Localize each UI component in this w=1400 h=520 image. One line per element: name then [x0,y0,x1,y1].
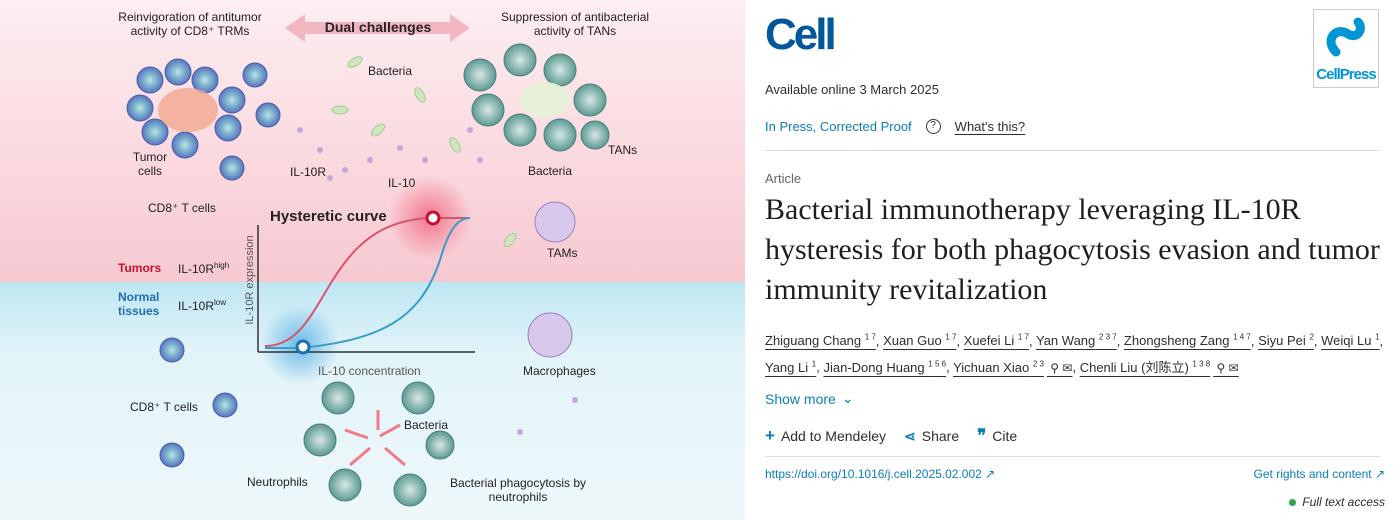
fig-label: TAMs [547,246,578,260]
cellpress-text: CellPress [1316,66,1376,83]
article-header: Cell CellPress Available online 3 March … [765,0,1395,520]
author-list: Zhiguang Chang 1 7, Xuan Guo 1 7, Xuefei… [765,333,1384,375]
cellpress-logo[interactable]: CellPress [1313,9,1379,88]
fig-label: Bacteria [404,418,449,432]
author-link[interactable]: Xuefei Li 1 7 [964,333,1029,348]
plus-icon: + [765,426,775,445]
author-name: Yan Wang [1036,333,1096,349]
author-name: Siyu Pei [1258,333,1306,349]
rights-link[interactable]: Get rights and content ↗ [1254,467,1385,481]
journal-logo[interactable]: Cell [765,10,837,59]
fig-label: high [214,261,230,270]
fig-label: Tumor cells [132,150,168,178]
fig-label: CD8⁺ T cells [148,201,216,215]
author-affiliations: 1 [811,359,817,369]
fig-label: Hysteretic curve [270,208,387,225]
cite-button[interactable]: ❞ Cite [977,426,1017,446]
author-link[interactable]: Siyu Pei 2 [1258,333,1314,348]
external-link-icon: ↗ [1374,467,1385,481]
access-dot-icon [1289,499,1297,506]
chevron-down-icon: ⌄ [841,390,854,406]
actions-row: + Add to Mendeley ⋖ Share ❞ Cite [765,426,1035,446]
author-affiliations: 1 4 7 [1233,333,1251,342]
author-link[interactable]: Yichuan Xiao 2 3 ⚲ ✉ [953,359,1073,375]
fig-label: Normal tissues [118,290,160,318]
share-button[interactable]: ⋖ Share [904,428,959,445]
fig-axis-label: IL-10 concentration [318,364,421,378]
author-name: Jian-Dong Huang [823,359,925,375]
author-name: Yichuan Xiao [953,359,1030,375]
graphical-abstract-art [0,0,745,520]
doi-text: https://doi.org/10.1016/j.cell.2025.02.0… [765,467,982,481]
share-icon: ⋖ [904,427,916,444]
author-name: Zhongsheng Zang [1123,333,1230,349]
divider [765,456,1380,457]
author-affiliations: 1 7 [945,333,957,342]
fig-dual-challenges: Dual challenges [324,19,432,35]
author-link[interactable]: Yan Wang 2 3 7 [1036,333,1117,348]
author-name: Weiqi Lu [1321,333,1372,349]
person-email-icon: ⚲ ✉ [1213,360,1239,375]
author-affiliations: 1 7 [1017,333,1029,342]
help-icon[interactable]: ? [925,119,941,134]
fig-label: Bacteria [368,64,413,78]
author-name: Xuefei Li [963,333,1015,349]
access-text: Full text access [1302,495,1385,509]
rights-text: Get rights and content [1253,467,1372,481]
author-affiliations: 2 3 7 [1098,333,1117,342]
author-link[interactable]: Jian-Dong Huang 1 5 6 [823,359,947,375]
author-link[interactable]: Zhiguang Chang 1 7 [765,333,876,348]
author-link[interactable]: Zhongsheng Zang 1 4 7 [1124,333,1251,348]
status-link[interactable]: In Press, Corrected Proof [765,119,912,134]
fig-label: CD8⁺ T cells [130,400,198,414]
fig-label: IL-10 [388,176,416,190]
author-link[interactable]: Yang Li 1 [765,359,817,375]
author-name: Zhiguang Chang [765,333,862,349]
mendeley-label: Add to Mendeley [780,428,887,444]
access-status: Full text access [1289,495,1385,509]
fig-top-left-title: Reinvigoration of antitumor activity of … [118,10,262,38]
fig-label: Bacteria [528,164,573,178]
fig-label: IL-10R [178,262,215,276]
divider [765,150,1380,151]
author-name: Yang Li [765,359,809,375]
fig-axis-label: IL-10R expression [244,235,256,325]
fig-label: IL-10R [290,165,327,179]
quote-icon: ❞ [977,426,987,445]
author-affiliations: 1 3 8 [1192,359,1211,369]
available-date: Available online 3 March 2025 [765,82,939,97]
cellpress-mark-icon [1326,17,1365,57]
author-affiliations: 1 [1375,333,1380,342]
author-name: Xuan Guo [883,333,942,349]
article-type: Article [765,171,802,186]
author-affiliations: 1 5 6 [928,359,947,369]
article-title: Bacterial immunotherapy leveraging IL-10… [765,193,1380,306]
fig-label: TANs [608,143,638,157]
show-more-label: Show more [765,390,836,407]
whats-this-link[interactable]: What's this? [954,119,1026,134]
graphical-abstract: Reinvigoration of antitumor activity of … [0,0,745,520]
status-row: In Press, Corrected Proof ? What's this? [765,119,1025,134]
author-affiliations: 1 7 [864,333,876,342]
fig-label: Tumors [118,261,162,275]
fig-label: IL-10R [178,299,215,313]
fig-label: low [214,298,227,307]
author-affiliations: 2 [1309,333,1314,342]
author-name: Chenli Liu (刘陈立) [1079,359,1189,375]
cite-label: Cite [992,428,1018,444]
fig-label: Neutrophils [247,475,308,489]
author-link[interactable]: Chenli Liu (刘陈立) 1 3 8 ⚲ ✉ [1079,359,1239,375]
author-link[interactable]: Weiqi Lu 1 [1321,333,1379,348]
external-link-icon: ↗ [985,467,996,481]
person-email-icon: ⚲ ✉ [1046,360,1073,375]
doi-link[interactable]: https://doi.org/10.1016/j.cell.2025.02.0… [765,467,995,481]
fig-top-right-title: Suppression of antibacterial activity of… [500,10,650,38]
add-to-mendeley-button[interactable]: + Add to Mendeley [765,426,886,446]
fig-label: Macrophages [523,364,596,378]
author-affiliations: 2 3 [1032,359,1044,369]
share-label: Share [921,428,960,444]
author-link[interactable]: Xuan Guo 1 7 [883,333,956,348]
fig-label: Bacterial phagocytosis by neutrophils [449,476,587,504]
show-more-button[interactable]: Show more ⌄ [765,390,854,407]
